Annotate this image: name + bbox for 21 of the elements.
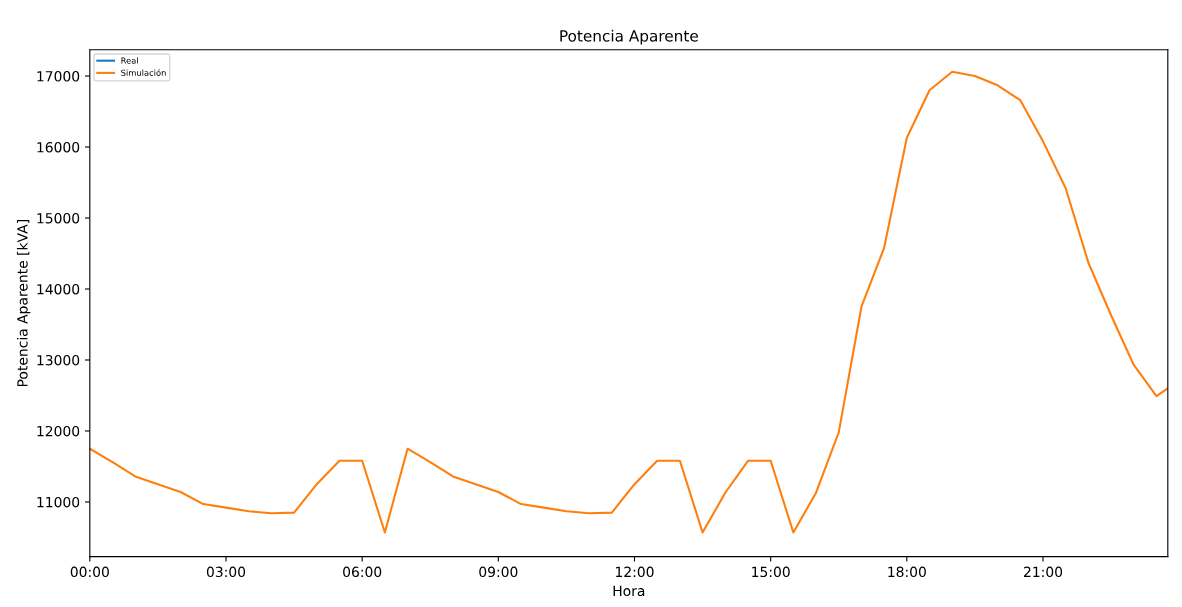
y-tick-label: 17000 xyxy=(37,71,80,82)
y-tick-label: 15000 xyxy=(37,212,80,224)
y-tick-label: 16000 xyxy=(37,141,80,153)
y-axis-title: Potencia Aparente [kVA] xyxy=(16,220,31,387)
chart-title: Potencia Aparente xyxy=(560,29,698,45)
x-tick-label: 00:00 xyxy=(70,566,109,578)
legend-label: Real xyxy=(121,57,138,64)
x-tick-label: 09:00 xyxy=(479,566,518,578)
x-axis-title: Hora xyxy=(613,585,645,597)
y-tick-label: 13000 xyxy=(37,354,80,366)
legend-label: Simulación xyxy=(121,69,166,76)
x-tick-label: 18:00 xyxy=(888,566,926,578)
x-tick-label: 06:00 xyxy=(343,566,382,578)
x-tick-label: 12:00 xyxy=(616,566,654,578)
y-tick-label: 12000 xyxy=(37,425,80,437)
y-tick-label: 14000 xyxy=(37,283,80,295)
x-tick-label: 21:00 xyxy=(1024,566,1063,578)
y-tick-label: 11000 xyxy=(37,496,80,508)
x-tick-label: 15:00 xyxy=(752,566,790,578)
x-tick-label: 03:00 xyxy=(206,566,246,578)
line-series xyxy=(89,70,1168,534)
